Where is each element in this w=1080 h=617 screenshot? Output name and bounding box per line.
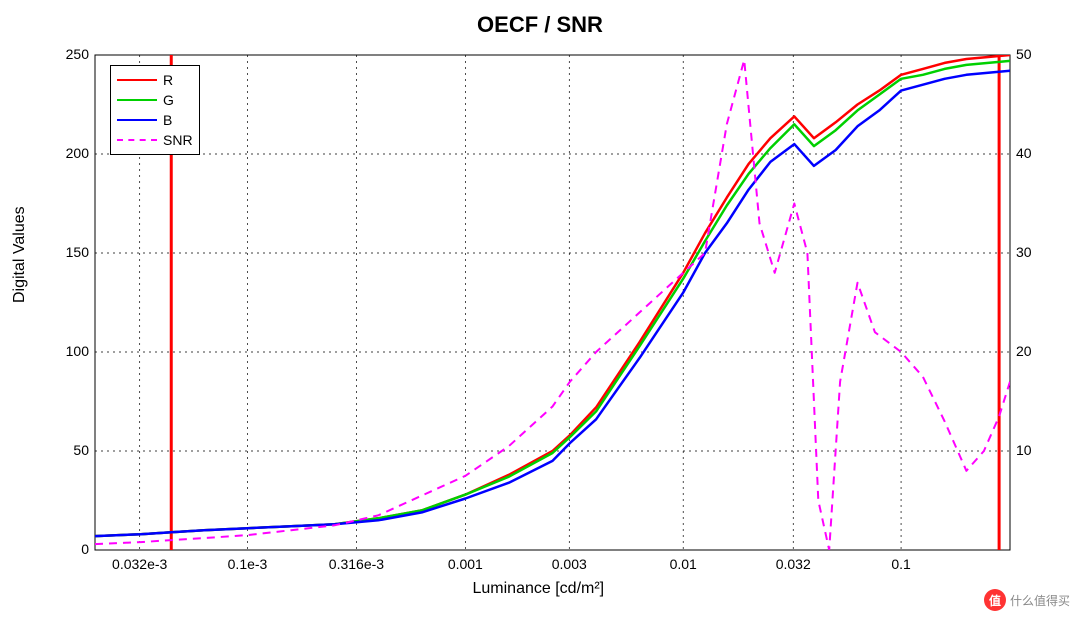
series-B xyxy=(95,71,1010,536)
series-SNR xyxy=(95,60,1010,550)
series-R xyxy=(95,55,1010,536)
y-tick-label: 0 xyxy=(81,541,89,557)
x-tick-label: 0.001 xyxy=(435,556,495,572)
y-tick-label: 250 xyxy=(66,46,89,62)
legend-item-B: B xyxy=(117,110,193,130)
legend-item-R: R xyxy=(117,70,193,90)
watermark-badge-icon: 值 xyxy=(984,589,1006,611)
x-tick-label: 0.1e-3 xyxy=(218,556,278,572)
x-tick-label: 0.032e-3 xyxy=(110,556,170,572)
legend-label: SNR xyxy=(163,132,193,148)
y2-tick-label: 40 xyxy=(1016,145,1032,161)
legend-swatch xyxy=(117,99,157,101)
y-tick-label: 150 xyxy=(66,244,89,260)
legend-swatch xyxy=(117,79,157,81)
x-tick-label: 0.316e-3 xyxy=(326,556,386,572)
y-tick-label: 50 xyxy=(73,442,89,458)
legend-item-G: G xyxy=(117,90,193,110)
legend-swatch xyxy=(117,139,157,141)
legend-item-SNR: SNR xyxy=(117,130,193,150)
y2-tick-label: 30 xyxy=(1016,244,1032,260)
watermark-text: 什么值得买 xyxy=(1010,592,1070,609)
x-axis-label: Luminance [cd/m²] xyxy=(473,580,605,598)
x-tick-label: 0.01 xyxy=(653,556,713,572)
series-G xyxy=(95,61,1010,536)
y2-tick-label: 10 xyxy=(1016,442,1032,458)
y-tick-label: 200 xyxy=(66,145,89,161)
y2-tick-label: 50 xyxy=(1016,46,1032,62)
y2-tick-label: 20 xyxy=(1016,343,1032,359)
legend-label: B xyxy=(163,112,172,128)
watermark: 值 什么值得买 xyxy=(984,589,1070,611)
x-tick-label: 0.032 xyxy=(763,556,823,572)
legend-label: G xyxy=(163,92,174,108)
legend-swatch xyxy=(117,119,157,121)
y-axis-label: Digital Values xyxy=(11,206,29,303)
x-tick-label: 0.1 xyxy=(871,556,931,572)
legend-label: R xyxy=(163,72,173,88)
y-tick-label: 100 xyxy=(66,343,89,359)
x-tick-label: 0.003 xyxy=(539,556,599,572)
legend: RGB SNR xyxy=(110,65,200,155)
